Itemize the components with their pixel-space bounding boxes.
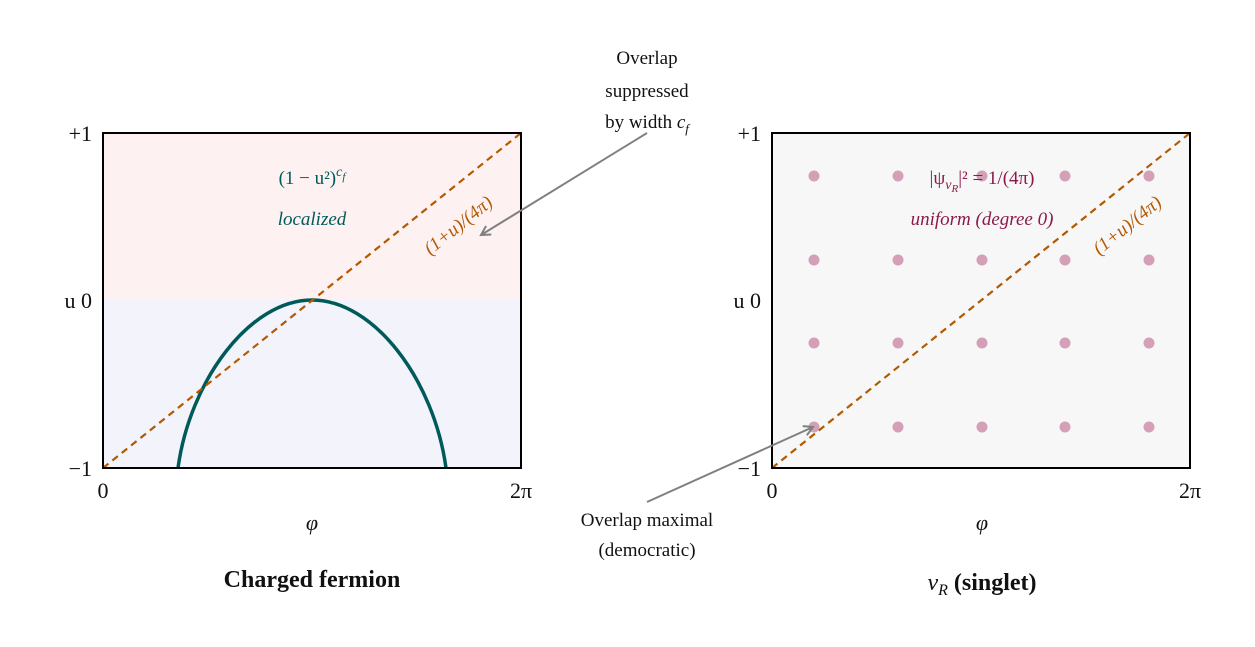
dot [892, 337, 904, 349]
formula: (1 − u²)cf [279, 165, 348, 189]
dot [892, 170, 904, 182]
lower-region [103, 300, 521, 468]
arrow [481, 132, 648, 235]
dot [1059, 337, 1071, 349]
dot [808, 421, 820, 433]
panel-frame [771, 132, 1191, 469]
y-tick-label: +1 [69, 121, 92, 146]
dot [808, 337, 820, 349]
dot [808, 254, 820, 266]
x-tick-label: 2π [1179, 478, 1201, 503]
dot [1059, 254, 1071, 266]
dot [976, 254, 988, 266]
dot [892, 421, 904, 433]
y-tick-label: −1 [738, 456, 761, 481]
annotation: by width cf [605, 112, 691, 136]
dot [976, 337, 988, 349]
formula-note: localized [278, 209, 347, 230]
dot [976, 170, 988, 182]
x-label: φ [976, 510, 988, 535]
diagonal [771, 132, 1191, 469]
annotation: (democratic) [598, 540, 695, 561]
dot [1059, 421, 1071, 433]
x-tick-label: 2π [510, 478, 532, 503]
arrow [646, 427, 813, 503]
panel-frame [102, 132, 522, 469]
annotation: Overlap [616, 48, 677, 69]
dot [1143, 254, 1155, 266]
x-tick-label: 0 [767, 478, 778, 503]
sample-dots [808, 170, 1155, 433]
y-tick-label: u 0 [65, 288, 93, 313]
annotation: suppressed [605, 81, 689, 102]
diagonal [102, 132, 522, 469]
dot [1059, 170, 1071, 182]
dot [808, 170, 820, 182]
dot [1143, 337, 1155, 349]
panel-title: Charged fermion [224, 567, 401, 593]
dot [1143, 421, 1155, 433]
y-tick-label: u 0 [734, 288, 762, 313]
dot [976, 421, 988, 433]
y-tick-label: −1 [69, 456, 92, 481]
upper-region [103, 133, 521, 300]
formula-note: uniform (degree 0) [911, 209, 1054, 230]
y-tick-label: +1 [738, 121, 761, 146]
panel-title: νR (singlet) [927, 570, 1036, 599]
x-label: φ [306, 510, 318, 535]
annotation: Overlap maximal [581, 510, 713, 531]
formula: |ψνR|² = 1/(4π) [930, 168, 1035, 195]
dot [892, 254, 904, 266]
dot [1143, 170, 1155, 182]
x-tick-label: 0 [98, 478, 109, 503]
